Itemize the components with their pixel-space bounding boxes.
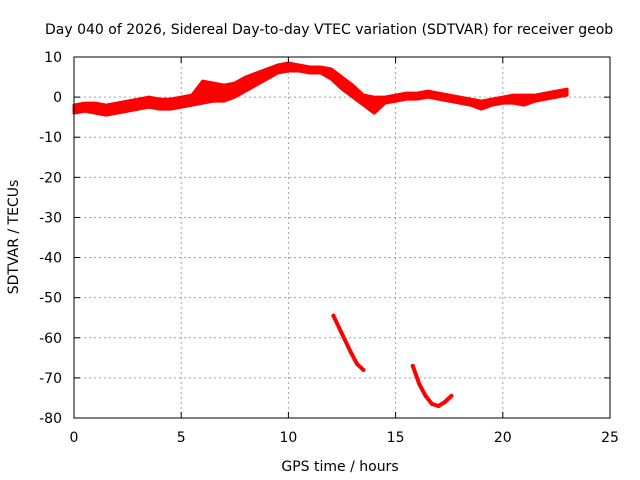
data-point [423, 393, 428, 398]
y-tick-label: 10 [44, 50, 62, 66]
data-point [340, 331, 344, 336]
y-tick-label: -80 [39, 411, 62, 427]
data-point [348, 349, 353, 354]
data-point [417, 381, 422, 386]
grid-lines [74, 57, 610, 418]
x-tick-label: 5 [177, 430, 186, 446]
y-tick-label: -60 [39, 331, 62, 347]
x-tick-label: 0 [70, 430, 79, 446]
series-arc-1 [331, 313, 366, 372]
data-point [436, 403, 441, 408]
y-tick-label: -50 [39, 291, 62, 307]
y-axis-label: SDTVAR / TECUs [6, 180, 22, 295]
data-point [442, 399, 447, 404]
x-tick-label: 10 [279, 430, 297, 446]
y-tick-label: -70 [39, 371, 62, 387]
y-tick-label: -40 [39, 251, 62, 267]
data-point [449, 393, 454, 398]
data-point [361, 367, 366, 372]
series-arc-2 [410, 363, 454, 408]
data-point [430, 401, 435, 406]
data-point [355, 361, 360, 366]
data-point [331, 313, 336, 318]
y-tick-label: -10 [39, 130, 62, 146]
chart-title: Day 040 of 2026, Sidereal Day-to-day VTE… [45, 22, 613, 38]
axis-ticks: 0 5 10 15 20 25 10 0 -10 -20 -30 -40 -50 -60 -70 -80 [39, 50, 619, 446]
plot-frame [73, 56, 611, 419]
x-tick-label: 25 [601, 430, 619, 446]
data-series [72, 61, 569, 408]
x-axis-label: GPS time / hours [281, 459, 398, 475]
data-point [410, 363, 415, 368]
y-tick-label: 0 [53, 90, 62, 106]
y-tick-label: -20 [39, 170, 62, 186]
x-tick-label: 15 [387, 430, 405, 446]
y-tick-label: -30 [39, 210, 62, 226]
x-tick-label: 20 [494, 430, 512, 446]
series-band-main [72, 61, 569, 117]
